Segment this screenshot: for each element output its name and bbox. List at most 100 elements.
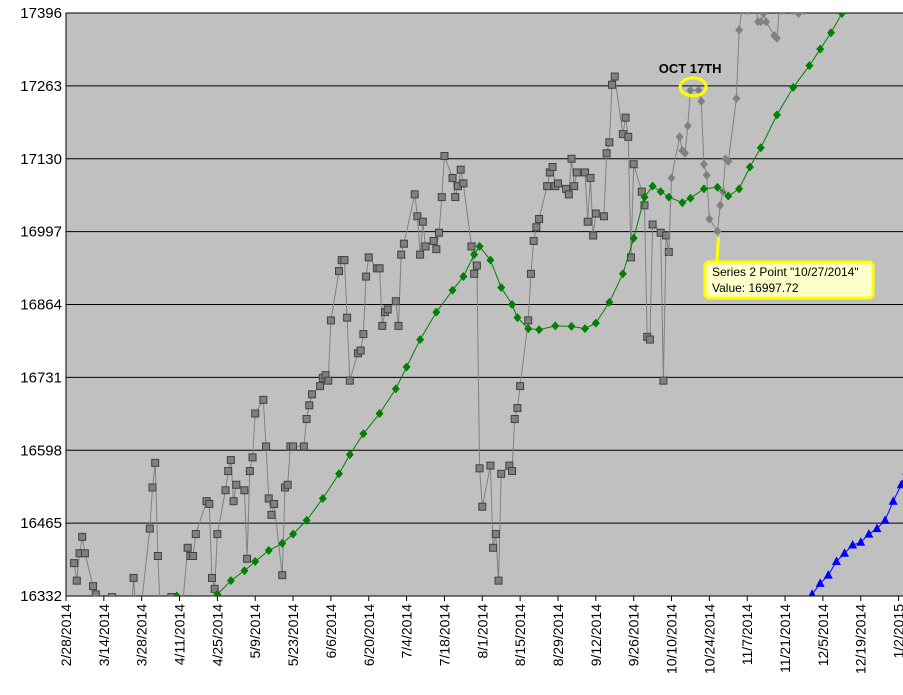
series-1-point (391, 297, 400, 306)
series-3-point (475, 241, 484, 251)
series-2-point (762, 17, 771, 27)
series-2-point (792, 1, 800, 10)
series-1-point (111, 610, 118, 617)
series-1-point (191, 530, 200, 539)
x-axis-tick-labels: 2/28/2014 3/14/2014 3/28/2014 4/11/2014 4/25… (58, 596, 903, 674)
series-1-point (148, 483, 157, 492)
series-1-point (117, 599, 124, 606)
series-3-point (508, 300, 517, 309)
series-1-point (251, 409, 260, 418)
y-tick-label: 16465 (20, 515, 62, 532)
series-1-point (581, 168, 590, 177)
series-1-point (232, 480, 241, 489)
series-2-point (664, 247, 673, 257)
series-1-point (589, 231, 598, 240)
series-2-point (681, 148, 690, 158)
series-1-point (240, 486, 249, 495)
series-1-point (129, 573, 138, 582)
x-tick-label: 3/28/2014 (134, 604, 150, 666)
series-3-point (686, 193, 695, 203)
series-1-point (624, 132, 633, 141)
y-tick-label: 16997 (20, 224, 62, 241)
x-tick-label: 6/20/2014 (361, 604, 377, 666)
x-tick-label: 2/28/2014 (58, 604, 74, 666)
series-1-point (475, 464, 484, 473)
x-tick-label: 7/18/2014 (436, 604, 452, 666)
series-1-point (189, 552, 198, 561)
series-1-point (356, 346, 365, 355)
series-3-point (789, 83, 798, 93)
series-3-point (772, 110, 781, 120)
gridlines (66, 85, 903, 524)
series-1-point (210, 584, 219, 593)
y-tick-label: 16731 (20, 369, 62, 386)
series-3-point (359, 429, 368, 439)
series-2-point (739, 13, 744, 16)
series-1-point (524, 316, 533, 325)
series-1-point (553, 179, 562, 188)
series-3-point (318, 493, 327, 503)
series-1-point (470, 269, 479, 278)
series-1-point (362, 272, 371, 281)
x-tick-label: 9/26/2014 (626, 604, 642, 666)
series-3-point (805, 61, 814, 71)
series-1-point (429, 236, 438, 245)
series-2-point (772, 33, 781, 43)
series-1-point (648, 220, 657, 229)
series-3-point (745, 162, 754, 172)
series-3-point (251, 556, 260, 566)
series-2-point (735, 25, 744, 35)
series-3-point (756, 143, 765, 153)
series-1-point (494, 576, 503, 585)
series-3-point (289, 529, 298, 539)
series-3-point (213, 589, 222, 596)
series-1-point (145, 524, 154, 533)
series-1-point (299, 442, 308, 451)
tooltip-line-2: Value: 16997.72 (712, 281, 799, 295)
x-tick-label: 6/6/2014 (323, 604, 339, 659)
series-1-point (508, 467, 517, 476)
series-3-point (713, 182, 722, 192)
series-1-point (107, 593, 116, 596)
x-tick-label: 3/14/2014 (96, 604, 112, 666)
annotation-label: OCT 17TH (659, 61, 722, 76)
series-1-point (305, 401, 314, 410)
x-tick-label: 5/9/2014 (247, 604, 263, 659)
series-group (70, 1, 903, 623)
tooltip-box (703, 260, 875, 300)
series-1-point (586, 173, 595, 182)
series-1-point (375, 264, 384, 273)
series-1-point (78, 532, 87, 541)
series-3-point (816, 44, 825, 54)
series-1-point (359, 330, 368, 339)
x-tick-label: 8/1/2014 (474, 604, 490, 659)
series-3-point (827, 28, 836, 38)
series-3-point (264, 546, 273, 556)
series-1-point (157, 616, 164, 623)
y-axis-tick-labels: 16332 16465 16598 16731 16864 16997 17130 17263… (20, 5, 62, 605)
series-2-point (705, 214, 714, 224)
series-1-point (529, 236, 538, 245)
series-1-point (472, 261, 481, 270)
series-4-point (864, 529, 874, 538)
series-3-point (581, 324, 590, 334)
series-3-point (699, 184, 708, 194)
series-4-point (872, 523, 882, 533)
series-1-point (289, 442, 298, 451)
series-1-point (486, 461, 495, 470)
series-1-point (608, 80, 617, 89)
series-3-point (640, 192, 649, 202)
series-1-point (516, 382, 525, 391)
series-1-point (364, 253, 373, 262)
series-3-point (843, 1, 851, 10)
series-1-point (497, 469, 506, 478)
series-3-point (240, 566, 249, 576)
series-3-point (402, 362, 411, 372)
series-1-point (383, 305, 392, 314)
series-1-point (397, 250, 406, 259)
series-2-point (724, 156, 733, 166)
series-1-point (489, 543, 498, 552)
series-1-point (456, 165, 465, 174)
series-1-point (226, 456, 235, 465)
series-1-point (72, 576, 81, 585)
